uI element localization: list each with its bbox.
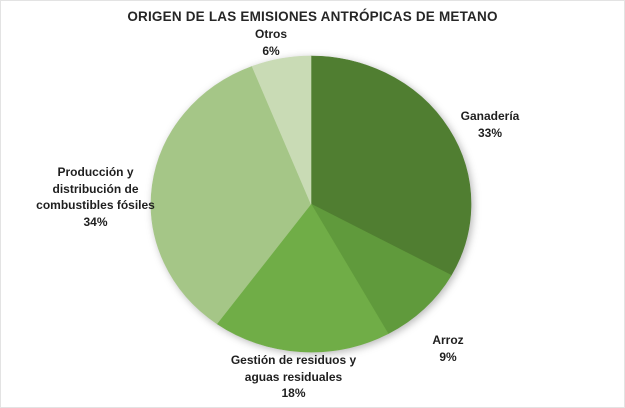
slice-label-text: Gestión de residuos y [230, 353, 357, 367]
slice-label-pct: 34% [83, 214, 108, 229]
slice-label-text: Arroz [432, 333, 464, 347]
slice-label-arroz: Arroz 9% [408, 332, 488, 365]
slice-label-text: aguas residuales [244, 369, 343, 384]
slice-label-pct: 9% [439, 349, 457, 364]
slice-label-pct: 18% [281, 386, 306, 400]
slice-label-pct: 33% [477, 125, 503, 140]
chart-title: ORIGEN DE LAS EMISIONES ANTRÓPICAS DE ME… [127, 9, 498, 24]
slice-label-pct: 6% [262, 43, 280, 58]
pie-slice-1 [310, 203, 452, 335]
slice-label-ganaderia: Ganadería 33% [435, 108, 545, 141]
slice-label-produccion: Producción y distribución de combustible… [28, 164, 163, 230]
pie-slice-3 [150, 66, 312, 325]
pie-slice-0 [310, 55, 472, 276]
pie-slice-4 [251, 55, 312, 205]
slice-label-otros: Otros 6% [231, 26, 311, 59]
pie-slice-2 [216, 203, 389, 353]
slice-label-text: combustibles fósiles [36, 198, 155, 212]
slice-label-text: Ganadería [460, 109, 520, 123]
slice-label-text: Producción y [57, 165, 134, 179]
slice-label-text: Otros [254, 27, 287, 41]
pie-slices [150, 55, 472, 353]
slice-label-gestion: Gestión de residuos y aguas residuales 1… [206, 352, 381, 402]
slice-label-text: distribución de [52, 181, 139, 196]
